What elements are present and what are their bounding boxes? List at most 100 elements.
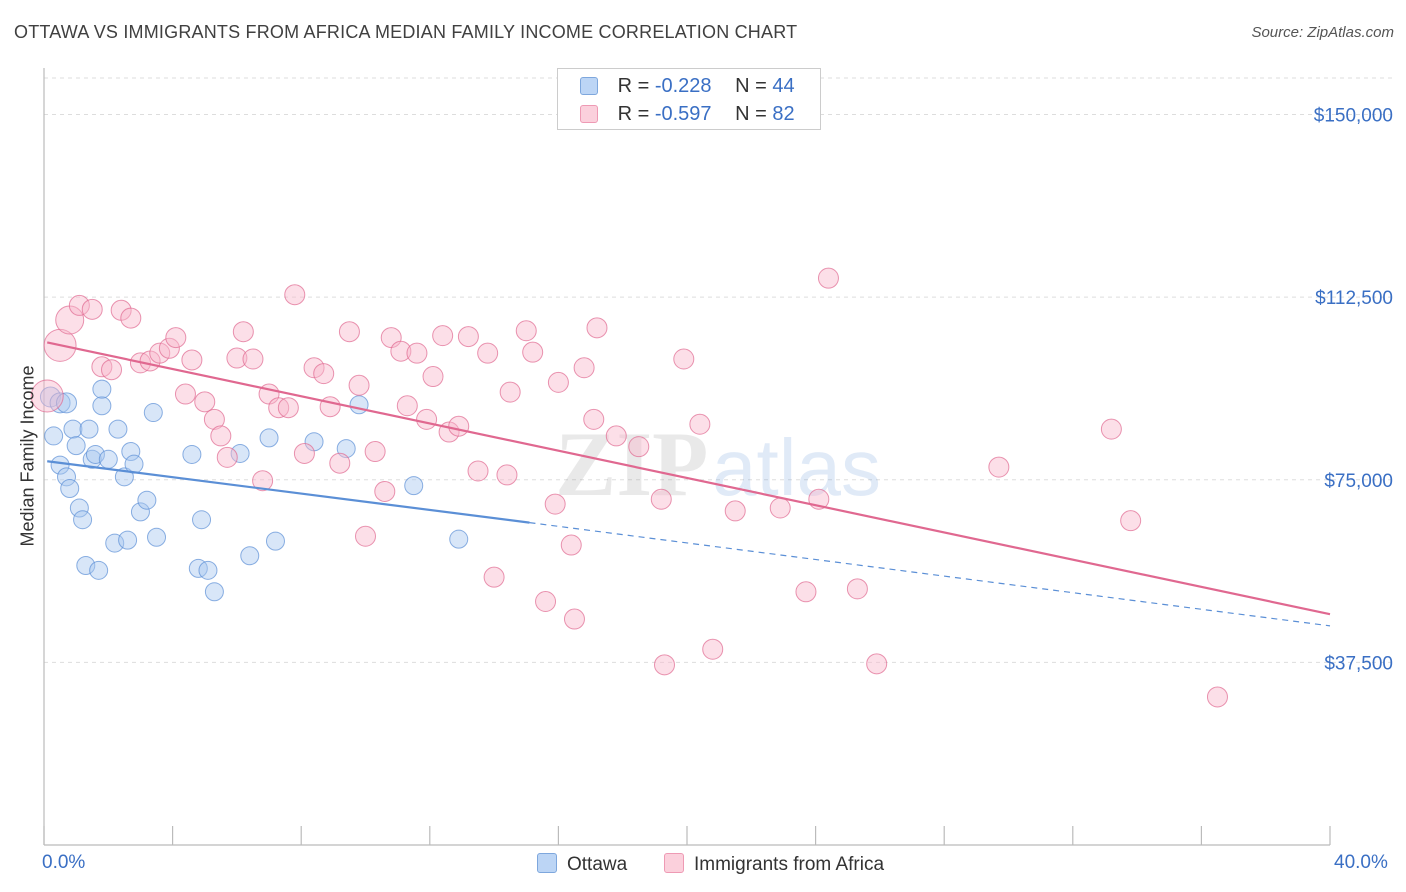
data-point [232, 321, 254, 343]
data-point [319, 396, 341, 418]
data-point [252, 470, 274, 492]
bottom-legend-swatch-africa [664, 853, 684, 873]
data-point [313, 363, 335, 385]
legend-n-label: N = [735, 103, 773, 125]
y-tick-label: $75,000 [1324, 471, 1393, 492]
data-point [406, 342, 428, 364]
data-point [69, 498, 89, 518]
series-ottawa [39, 379, 469, 602]
data-point [105, 533, 125, 553]
data-point [137, 490, 157, 510]
data-point [188, 558, 208, 578]
data-point [63, 419, 83, 439]
data-point [689, 413, 711, 435]
bottom-legend-ottawa[interactable]: Ottawa [537, 852, 627, 878]
data-point [73, 510, 93, 530]
y-tick-label: $112,500 [1315, 288, 1393, 309]
data-point [390, 340, 412, 362]
x-tick-label-min: 0.0% [42, 852, 86, 873]
data-point [1120, 510, 1142, 532]
data-point [1100, 418, 1122, 440]
data-point [769, 497, 791, 519]
data-point [293, 442, 315, 464]
data-point [846, 578, 868, 600]
data-point [50, 455, 70, 475]
data-point [79, 419, 99, 439]
legend-r-value: -0.597 [654, 103, 712, 125]
data-point [653, 654, 675, 676]
data-point [563, 608, 585, 630]
data-point [496, 464, 518, 486]
data-point [467, 460, 489, 482]
data-point [422, 366, 444, 388]
data-point [650, 488, 672, 510]
data-point [355, 525, 376, 547]
trend-lines [46, 341, 1331, 627]
data-point [130, 502, 150, 522]
data-point [348, 374, 370, 396]
data-point [92, 396, 112, 416]
bottom-legend-africa[interactable]: Immigrants from Africa [664, 852, 884, 878]
data-point [240, 546, 260, 566]
data-point [702, 638, 724, 660]
trend-line-africa [46, 341, 1331, 616]
data-point [547, 371, 569, 393]
data-point [457, 326, 479, 348]
data-point [522, 341, 544, 363]
y-tick-label: $37,500 [1324, 653, 1393, 674]
data-point [182, 444, 202, 464]
data-point [795, 581, 817, 603]
data-point [416, 408, 438, 430]
legend-r-value: -0.228 [654, 75, 712, 97]
data-point [477, 342, 499, 364]
data-point [101, 359, 123, 381]
data-point [544, 493, 566, 515]
y-tick-label: $150,000 [1314, 106, 1393, 127]
data-point [204, 582, 224, 602]
legend-r-label: R = [617, 103, 655, 125]
data-point [628, 436, 650, 458]
data-point [198, 560, 218, 580]
bottom-legend-label: Ottawa [567, 854, 628, 875]
y-tick-labels: $37,500 $75,000 $112,500 $150,000 [1314, 106, 1393, 675]
data-point [277, 397, 299, 419]
data-point [174, 383, 196, 405]
data-point [586, 317, 608, 339]
data-point [68, 294, 90, 316]
data-point [573, 357, 595, 379]
trend-line-extension [529, 522, 1331, 627]
data-point [866, 653, 888, 675]
data-point [81, 298, 103, 320]
data-point [724, 500, 746, 522]
data-point [60, 479, 80, 499]
data-point [120, 307, 142, 329]
trend-line-ottawa [47, 460, 530, 524]
data-point [85, 444, 105, 464]
data-point [483, 566, 505, 588]
axes [43, 68, 1331, 846]
data-point [432, 325, 454, 347]
data-point [92, 379, 112, 399]
data-point [216, 446, 238, 468]
data-point [57, 467, 77, 487]
data-point [265, 531, 285, 551]
data-point [303, 357, 325, 379]
watermark-atlas: atlas [712, 423, 881, 512]
data-point [143, 403, 163, 423]
data-point [194, 391, 216, 413]
source-label: Source: ZipAtlas.com [1251, 24, 1394, 41]
data-point [158, 337, 180, 359]
data-point [560, 534, 582, 556]
data-point [364, 441, 386, 463]
legend-swatch-ottawa [580, 77, 598, 95]
data-point [1206, 686, 1228, 708]
data-point [147, 527, 167, 547]
data-point [515, 320, 537, 342]
data-point [226, 347, 248, 369]
data-point [349, 395, 369, 415]
data-point [210, 425, 232, 447]
data-point [76, 555, 96, 575]
data-point [30, 379, 64, 413]
data-point [404, 476, 424, 496]
data-point [396, 395, 418, 417]
